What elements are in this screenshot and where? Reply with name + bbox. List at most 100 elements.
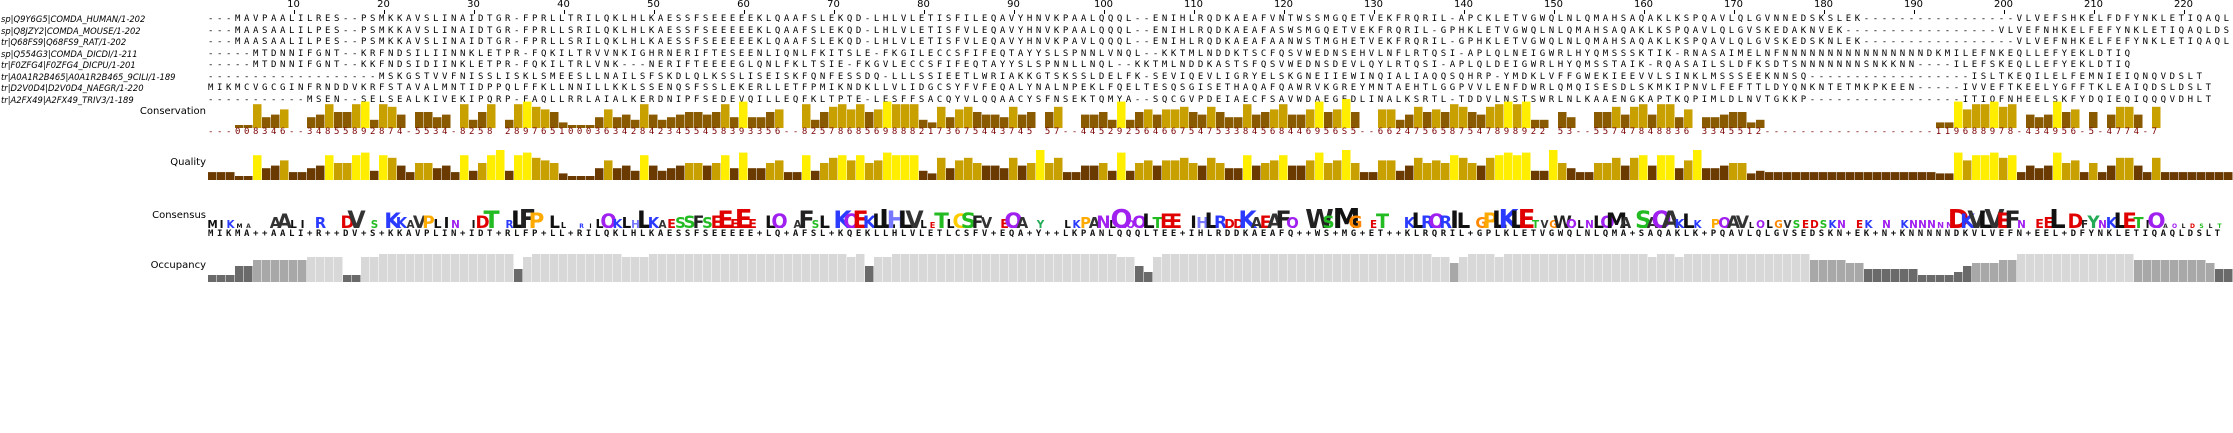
sequence-name[interactable]: sp|Q8JZY2|COMDA_MOUSE/1-202 xyxy=(1,25,141,36)
quality-bar xyxy=(1576,172,1585,180)
consensus-logo-letter: V xyxy=(1967,206,1986,228)
consensus-logo-letter: V xyxy=(1736,213,1750,228)
quality-bar xyxy=(1666,155,1675,180)
quality-bar xyxy=(253,155,262,180)
sequence-alignment[interactable]: ---MAVPAALILRES--PSMKKAVSLINAIDTGR-FPRLL… xyxy=(208,14,2233,106)
conservation-bar xyxy=(802,104,811,128)
conservation-bar xyxy=(1972,104,1981,128)
quality-bar xyxy=(2008,155,2017,180)
occupancy-bar xyxy=(2125,254,2134,282)
sequence-row[interactable]: -----MTDNNIFGNT--KKFNDSIDIINKLETPR-FQKIL… xyxy=(208,60,2134,70)
consensus-logo-letter: L xyxy=(1682,210,1694,228)
conservation-bar xyxy=(523,101,532,128)
sequence-name[interactable]: tr|D2V0D4|D2V0D4_NAEGR/1-220 xyxy=(1,83,144,93)
consensus-logo-letter: E xyxy=(1000,216,1009,228)
quality-bar xyxy=(1324,163,1333,180)
quality-bar xyxy=(1918,172,1927,180)
conservation-bar xyxy=(2035,117,2044,128)
quality-bar xyxy=(316,165,325,180)
quality-bar xyxy=(1720,165,1729,180)
ruler-label: 190 xyxy=(1903,0,1924,10)
occupancy-bar xyxy=(1216,254,1225,282)
quality-bar xyxy=(406,172,415,180)
conservation-bar xyxy=(397,114,406,128)
conservation-bar xyxy=(1252,114,1261,128)
conservation-bar xyxy=(694,112,703,128)
conservation-bar xyxy=(1306,109,1315,128)
alignment-panel[interactable]: 10 20 30 40 50 60 70 80 90 100 110 120 130 140 150 160 1… xyxy=(208,0,2233,433)
occupancy-bar xyxy=(1333,254,1342,282)
quality-bar xyxy=(559,173,568,180)
sequence-name[interactable]: sp|Q9Y6G5|COMDA_HUMAN/1-202 xyxy=(1,14,146,24)
consensus-label: Consensus xyxy=(152,210,206,221)
quality-bar xyxy=(1585,172,1594,180)
conservation-bar xyxy=(622,114,631,128)
sequence-row[interactable]: -----------MSEN--SELSEALKIVEKIPQRP-FAQLL… xyxy=(208,94,2215,105)
consensus-logo-letter: L xyxy=(511,206,526,228)
conservation-bar xyxy=(847,109,856,128)
quality-bar xyxy=(1846,172,1855,180)
conservation-bar xyxy=(1738,112,1747,128)
conservation-bar xyxy=(1000,117,1009,128)
consensus-logo-letter: K xyxy=(2106,215,2118,228)
occupancy-bar xyxy=(811,254,820,282)
sequence-name[interactable]: tr|A2FX49|A2FX49_TRIV3/1-189 xyxy=(1,94,134,105)
occupancy-bar xyxy=(1117,257,1126,282)
quality-bar xyxy=(847,160,856,180)
conservation-bar xyxy=(649,114,658,128)
conservation-bar xyxy=(937,106,946,128)
consensus-logo-letter: N xyxy=(1946,220,1953,228)
consensus-logo-letter: L xyxy=(622,215,632,228)
quality-bar xyxy=(2125,157,2134,180)
conservation-bar xyxy=(1225,117,1234,128)
occupancy-bar xyxy=(2071,254,2080,282)
quality-bar xyxy=(1414,157,1423,180)
quality-bar xyxy=(1648,165,1657,180)
quality-track xyxy=(208,148,2233,180)
consensus-logo-letter: Q xyxy=(771,210,787,228)
consensus-logo-letter: N xyxy=(1096,213,1110,228)
quality-bar xyxy=(1279,155,1288,180)
quality-bar xyxy=(901,155,910,180)
consensus-logo-letter: R xyxy=(1421,213,1434,228)
consensus-logo-letter: T xyxy=(1532,219,1540,228)
occupancy-bar xyxy=(1468,254,1477,282)
occupancy-bar xyxy=(2152,260,2161,282)
sequence-name[interactable]: tr|F0ZFG4|F0ZFG4_DICPU/1-201 xyxy=(1,60,136,70)
occupancy-bar xyxy=(1063,254,1072,282)
occupancy-bar xyxy=(1369,254,1378,282)
quality-bar xyxy=(1090,165,1099,180)
conservation-bar xyxy=(1747,122,1756,128)
sequence-row[interactable]: MIKMCVGCGINFRNDDVKRFSTAVALMNTIDPPQLFFKLL… xyxy=(208,83,2215,93)
consensus-logo-letter: A xyxy=(246,223,251,228)
conservation-bar xyxy=(1603,112,1612,128)
consensus-logo-letter: I xyxy=(1450,206,1459,228)
sequence-name[interactable]: tr|A0A1R2B465|A0A1R2B465_9CILI/1-189 xyxy=(1,71,176,82)
quality-bar xyxy=(2098,172,2107,180)
consensus-logo-letter: K xyxy=(396,215,408,228)
quality-bar xyxy=(388,157,397,180)
sequence-row[interactable]: -------------------MSKGSTVVFNISSLISKLSME… xyxy=(208,71,2206,82)
occupancy-bar xyxy=(1882,269,1891,282)
sequence-row[interactable]: ---MAASAALILPES--PSMKKAVSLINAIDTGR-FPRLL… xyxy=(208,25,2233,36)
conservation-bar xyxy=(334,112,343,128)
consensus-logo-letter: L xyxy=(595,216,603,228)
sequence-name[interactable]: tr|Q68FS9|Q68FS9_RAT/1-202 xyxy=(1,37,127,47)
occupancy-bar xyxy=(370,257,379,282)
conservation-bar xyxy=(1981,104,1990,128)
sequence-row[interactable]: -----MTDNNIFGNT--KRFNDSILIINNKLETPR-FQKI… xyxy=(208,48,2134,59)
conservation-bar xyxy=(1180,106,1189,128)
conservation-bar xyxy=(667,117,676,128)
occupancy-bar xyxy=(838,254,847,282)
consensus-logo-letter: E xyxy=(2035,216,2044,228)
quality-bar xyxy=(2044,165,2053,180)
sequence-row[interactable]: ---MAVPAALILRES--PSMKKAVSLINAIDTGR-FPRLL… xyxy=(208,14,2233,24)
sequence-row[interactable]: ---MAASAALILPES--PSMKKAVSLINAIDTGR-FPRLL… xyxy=(208,37,2233,47)
quality-bar xyxy=(991,165,1000,180)
consensus-logo-letter: E xyxy=(1518,205,1536,228)
occupancy-bar xyxy=(487,254,496,282)
quality-bar xyxy=(1387,160,1396,180)
ruler-tick xyxy=(2093,10,2095,14)
consensus-logo-letter: F xyxy=(1275,206,1291,228)
sequence-name[interactable]: sp|Q554G3|COMDA_DICDI/1-211 xyxy=(1,48,138,59)
